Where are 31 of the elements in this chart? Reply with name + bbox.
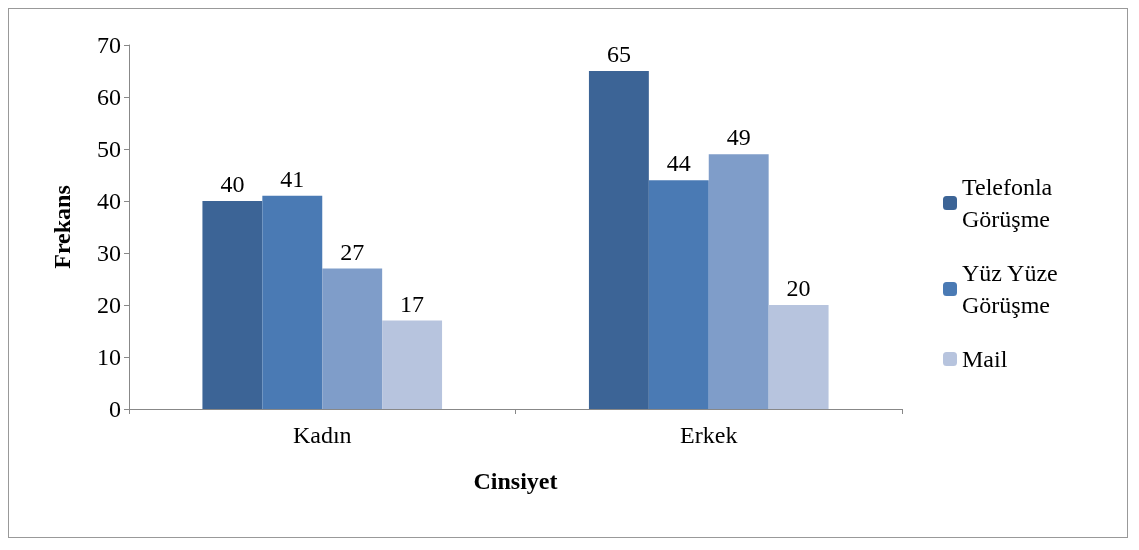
y-tick-label: 20 (97, 292, 121, 318)
bar (262, 195, 323, 409)
y-tick-label: 70 (97, 32, 121, 58)
x-tick-label: Kadın (292, 422, 352, 448)
data-label: 17 (400, 290, 425, 317)
data-label: 40 (220, 171, 245, 197)
bar (202, 201, 263, 409)
data-label: 20 (786, 275, 811, 301)
bar (648, 180, 709, 409)
y-tick-label: 30 (97, 240, 121, 266)
y-tick-label: 60 (97, 84, 121, 110)
data-label: 41 (280, 165, 305, 192)
legend-label: Mail (962, 346, 1008, 372)
data-label: 49 (726, 124, 751, 151)
y-tick-label: 0 (109, 396, 121, 422)
bar (768, 305, 829, 409)
bar (708, 154, 769, 409)
y-axis-title: Frekans (49, 185, 75, 269)
legend-label: Telefonla Görüşme (962, 174, 1059, 232)
x-tick-label: Erkek (680, 422, 738, 448)
data-label: 27 (340, 238, 365, 265)
bar (382, 320, 443, 409)
bar (322, 268, 383, 409)
bar (588, 71, 649, 409)
y-tick-label: 50 (97, 136, 121, 162)
legend-label: Yüz Yüze Görüşme (962, 260, 1064, 318)
y-tick-label: 10 (97, 344, 121, 370)
x-axis-title: Cinsiyet (473, 468, 558, 494)
data-label: 44 (666, 150, 691, 177)
data-label: 65 (606, 41, 631, 67)
y-tick-label: 40 (97, 188, 121, 214)
